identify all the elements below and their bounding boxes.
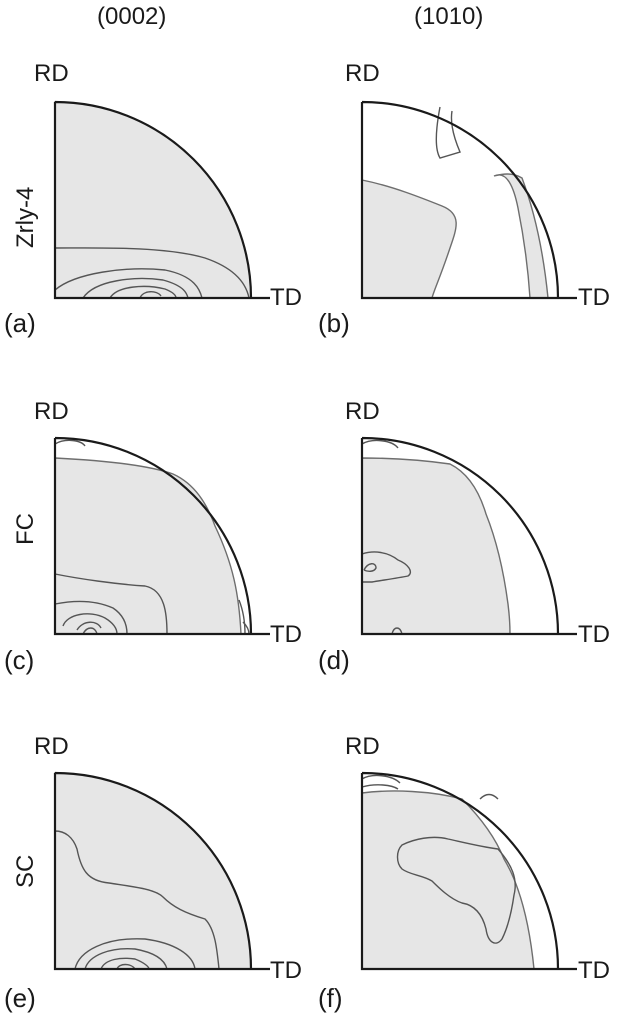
panel-label-b: (b) xyxy=(318,308,350,338)
pole-figure-e xyxy=(53,771,270,971)
panel-label-a: (a) xyxy=(4,308,36,338)
td-label-b: TD xyxy=(578,284,610,311)
pole-figure-b xyxy=(360,100,577,300)
column-title-1010: (1010) xyxy=(414,3,484,30)
td-label-f: TD xyxy=(578,957,610,984)
rd-label-a: RD xyxy=(34,60,69,87)
panel-label-d: (d) xyxy=(318,645,350,675)
rd-label-c: RD xyxy=(34,398,69,425)
column-title-0002: (0002) xyxy=(97,3,167,30)
td-label-e: TD xyxy=(270,957,302,984)
pole-figure-d xyxy=(360,436,577,636)
panel-label-f: (f) xyxy=(318,983,343,1013)
panel-label-e: (e) xyxy=(4,983,36,1013)
td-label-a: TD xyxy=(270,284,302,311)
pole-figure-c xyxy=(53,436,270,636)
rd-label-b: RD xyxy=(345,60,380,87)
rd-label-d: RD xyxy=(345,398,380,425)
panel-label-c: (c) xyxy=(4,645,35,675)
td-label-d: TD xyxy=(578,621,610,648)
td-label-c: TD xyxy=(270,621,302,648)
pole-figure-a xyxy=(53,100,270,300)
rd-label-f: RD xyxy=(345,733,380,760)
rd-label-e: RD xyxy=(34,733,69,760)
pole-figure-f xyxy=(360,771,577,971)
